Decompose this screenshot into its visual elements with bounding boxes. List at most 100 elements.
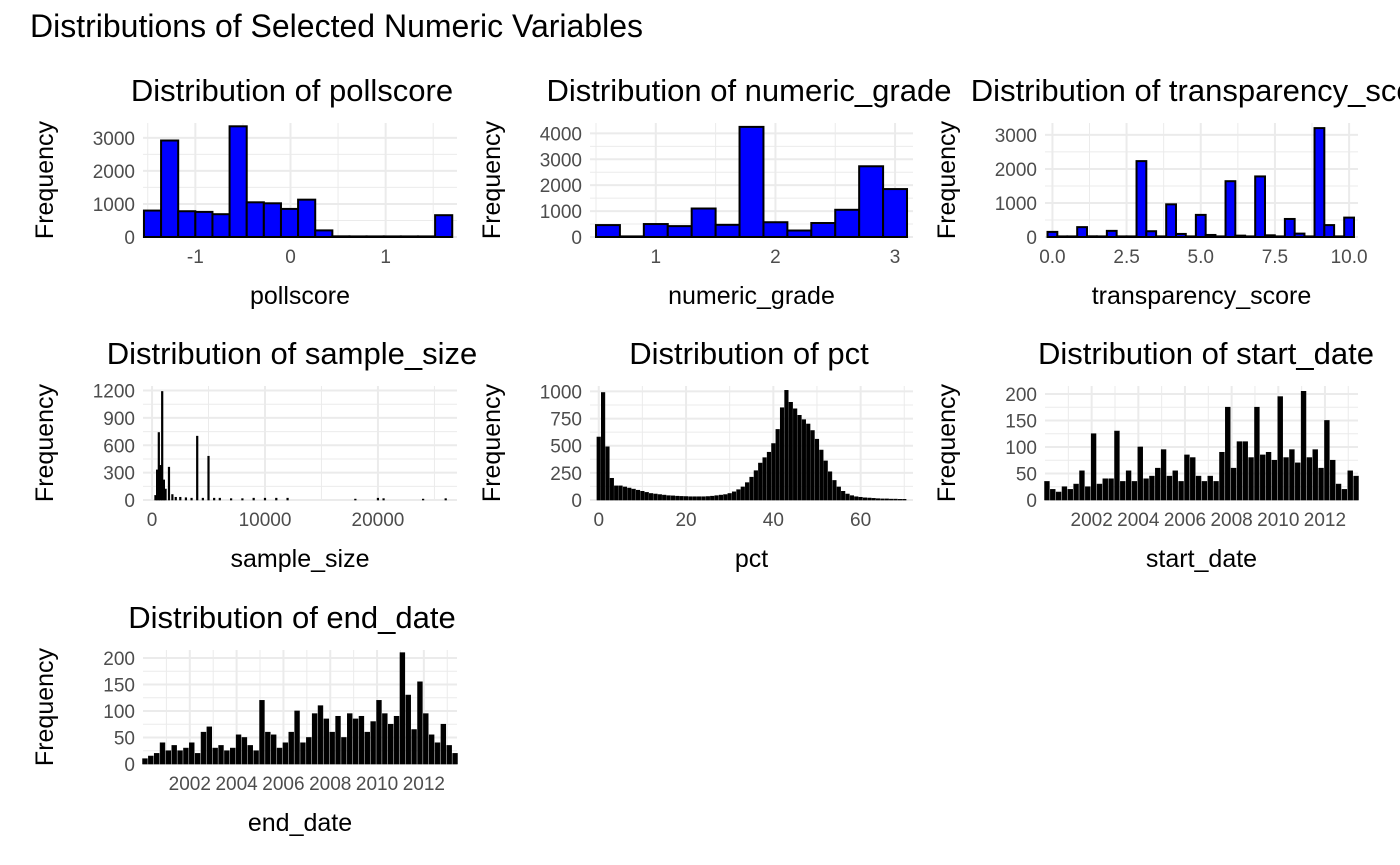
histogram-bar <box>1155 467 1161 501</box>
histogram-bar <box>753 470 758 501</box>
histogram-bar <box>194 210 214 239</box>
histogram-bar <box>649 493 654 501</box>
x-tick-label: 1 <box>380 247 391 268</box>
y-tick-label: 2000 <box>540 176 582 197</box>
histogram-bar <box>1120 481 1126 501</box>
histogram-bar <box>241 737 248 765</box>
y-tick-label: 1200 <box>93 382 135 403</box>
histogram-bar <box>797 415 802 501</box>
y-axis-label: Frequency <box>933 120 961 239</box>
histogram-bar <box>738 125 765 238</box>
histogram-bar <box>1185 235 1197 238</box>
x-axis-label: pct <box>735 545 768 573</box>
x-tick-label: 20 <box>675 510 696 531</box>
y-tick-label: 1000 <box>995 194 1037 215</box>
x-tick-label: -1 <box>187 247 204 268</box>
histogram-bar <box>884 498 889 501</box>
histogram-bar <box>207 455 210 501</box>
histogram-bar <box>1085 486 1091 501</box>
histogram-bar <box>159 465 162 501</box>
histogram-bar <box>358 715 365 765</box>
histogram-bar <box>224 750 230 765</box>
histogram-bar <box>213 497 216 501</box>
x-tick-label: 0 <box>285 247 296 268</box>
histogram-bar <box>286 497 289 501</box>
histogram-bar <box>814 438 820 501</box>
histogram-bar <box>786 229 813 238</box>
histogram-bar <box>364 731 370 765</box>
histogram-bar <box>701 496 706 501</box>
histogram-bar <box>692 496 697 501</box>
y-axis-label: Frequency <box>478 383 506 502</box>
y-tick-label: 4000 <box>540 124 582 145</box>
x-axis-label: start_date <box>1146 545 1257 573</box>
histogram-bar <box>428 734 435 765</box>
x-tick-label: 0.0 <box>1039 247 1065 268</box>
histogram-bar <box>1114 430 1120 501</box>
histogram-bar <box>416 235 437 238</box>
histogram-bar <box>889 498 894 501</box>
histogram-bar <box>766 451 772 501</box>
histogram-bar <box>311 713 318 765</box>
histogram-bar <box>245 201 265 239</box>
histogram-bar <box>810 430 815 501</box>
panel-title: Distribution of end_date <box>128 600 455 635</box>
histogram-bar <box>263 497 267 501</box>
histogram-bar <box>1207 475 1213 501</box>
x-tick-label: 2004 <box>1117 510 1160 531</box>
y-tick-label: 50 <box>114 728 135 749</box>
histogram-bar <box>880 498 885 501</box>
histogram-bar <box>1201 481 1208 501</box>
histogram-bar <box>376 700 382 765</box>
y-tick-label: 2000 <box>995 160 1037 181</box>
histogram-bar <box>347 713 353 765</box>
y-tick-label: 3000 <box>93 129 135 150</box>
histogram-bar <box>893 498 898 501</box>
y-tick-label: 150 <box>1005 411 1037 432</box>
histogram-bar <box>1271 459 1278 501</box>
y-tick-label: 3000 <box>540 150 582 171</box>
histogram-bar <box>1219 451 1225 501</box>
figure-title: Distributions of Selected Numeric Variab… <box>30 8 643 44</box>
histogram-bar <box>259 700 265 765</box>
y-tick-label: 250 <box>550 464 582 485</box>
y-tick-label: 2000 <box>93 162 135 183</box>
histogram-bar <box>849 495 854 501</box>
y-tick-label: 0 <box>1026 228 1037 249</box>
histogram-bar <box>718 494 724 501</box>
y-tick-label: 1000 <box>540 202 582 223</box>
histogram-bar <box>727 493 732 501</box>
histogram-bar <box>275 497 278 501</box>
histogram-bar <box>594 224 621 238</box>
x-tick-label: 2008 <box>1210 510 1252 531</box>
histogram-bar <box>601 392 606 501</box>
histogram-bar <box>1125 235 1138 238</box>
histogram-bar <box>235 734 242 765</box>
histogram-bar <box>165 750 172 765</box>
histogram-bar <box>196 435 199 501</box>
histogram-bar <box>1224 180 1237 238</box>
histogram-bar <box>1105 229 1118 239</box>
x-tick-label: 5.0 <box>1188 247 1214 268</box>
y-tick-label: 0 <box>124 755 135 776</box>
y-tick-label: 100 <box>1005 438 1037 459</box>
histogram-bar <box>341 737 347 765</box>
histogram-bar <box>688 496 693 501</box>
histogram-bar <box>736 489 741 501</box>
histogram-bar <box>897 499 902 501</box>
histogram-bar <box>762 457 767 501</box>
x-tick-label: 2.5 <box>1113 247 1139 268</box>
histogram-bar <box>211 213 231 238</box>
panel-pct: 0 250 500 750 1000 0 20 40 60 pct Frequency Distrib… <box>478 336 913 573</box>
histogram-bar <box>801 419 806 501</box>
histogram-bar <box>657 494 662 501</box>
histogram-bar <box>1323 224 1336 239</box>
histogram-bar <box>836 486 841 501</box>
x-tick-label: 2006 <box>262 774 304 795</box>
y-tick-label: 600 <box>103 436 135 457</box>
histogram-bar <box>723 494 728 501</box>
histogram-bar <box>352 718 359 765</box>
histogram-bar <box>1155 235 1168 238</box>
histogram-bar <box>323 718 330 765</box>
histogram-bar <box>1318 467 1324 501</box>
